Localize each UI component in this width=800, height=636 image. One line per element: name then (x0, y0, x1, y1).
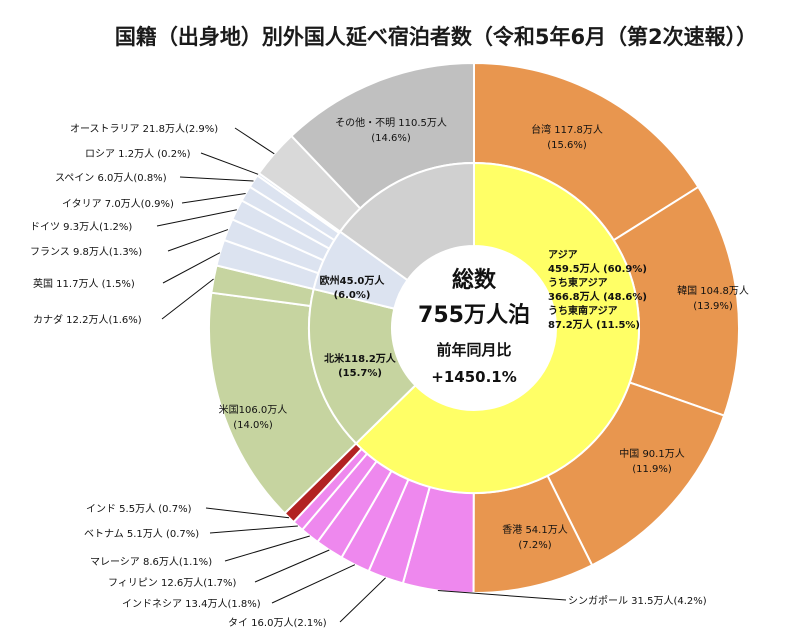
inner-label-その他不明: (14.6%) (371, 133, 411, 144)
chart-title: 国籍（出身地）別外国人延べ宿泊者数（令和5年6月（第2次速報）） (115, 25, 757, 49)
outer-label-韓国: (13.9%) (693, 301, 733, 312)
inner-label-北米: 北米118.2万人 (324, 352, 397, 365)
leader-line-ロシア (200, 152, 259, 175)
inner-ring (308, 161, 640, 494)
outer-label-中国: (11.9%) (632, 464, 672, 475)
leader-line-スペイン (179, 176, 254, 182)
outer-label-ドイツ: ドイツ 9.3万人(1.2%) (30, 221, 132, 233)
leader-line-インドネシア (271, 564, 356, 604)
outer-label-米国: 米国106.0万人 (219, 403, 288, 416)
outer-label-インドネシア: インドネシア 13.4万人(1.8%) (122, 598, 261, 610)
leader-line-マレーシア (224, 535, 310, 562)
inner-label-アジア: 87.2万人 (11.5%) (548, 318, 640, 331)
outer-label-マレーシア: マレーシア 8.6万人(1.1%) (90, 556, 212, 568)
inner-label-アジア: うち東南アジア (548, 304, 618, 317)
inner-label-その他不明: その他・不明 110.5万人 (335, 116, 447, 129)
outer-label-フィリピン: フィリピン 12.6万人(1.7%) (108, 577, 237, 589)
outer-label-英国: 英国 11.7万人 (1.5%) (33, 277, 135, 290)
outer-label-台湾: (15.6%) (547, 140, 587, 151)
leader-line-英国 (162, 252, 221, 284)
outer-label-ロシア: ロシア 1.2万人 (0.2%) (85, 148, 191, 160)
inner-label-アジア: 459.5万人 (60.9%) (548, 262, 647, 275)
leader-line-オーストラリア (234, 127, 275, 155)
outer-label-ベトナム: ベトナム 5.1万人 (0.7%) (84, 528, 199, 540)
center-label: 総数 (452, 267, 497, 293)
outer-label-タイ: タイ 16.0万人(2.1%) (228, 617, 327, 629)
leader-line-タイ (339, 577, 386, 623)
inner-label-欧州: 欧州45.0万人 (320, 274, 386, 287)
outer-label-シンガポール: シンガポール 31.5万人(4.2%) (568, 595, 707, 607)
center-hole (392, 246, 556, 410)
leader-line-インド (205, 507, 290, 519)
outer-label-台湾: 台湾 117.8万人 (531, 123, 603, 136)
outer-label-フランス: フランス 9.8万人(1.3%) (30, 246, 142, 258)
leader-line-ベトナム (209, 525, 298, 534)
inner-label-北米: (15.7%) (338, 368, 382, 379)
leader-line-シンガポール (437, 590, 567, 601)
center-yoy-value: +1450.1% (431, 368, 516, 386)
inner-label-欧州: (6.0%) (334, 290, 371, 301)
inner-label-アジア: 366.8万人 (48.6%) (548, 290, 647, 303)
outer-label-カナダ: カナダ 12.2万人(1.6%) (33, 313, 142, 326)
outer-label-インド: インド 5.5万人 (0.7%) (86, 503, 192, 515)
leader-line-カナダ (161, 278, 214, 320)
leader-line-ドイツ (156, 209, 237, 227)
outer-label-スペイン: スペイン 6.0万人(0.8%) (55, 172, 167, 184)
outer-label-イタリア: イタリア 7.0万人(0.9%) (62, 198, 174, 210)
inner-label-アジア: うち東アジア (548, 276, 608, 289)
center-yoy-label: 前年同月比 (436, 341, 511, 359)
outer-label-香港: (7.2%) (518, 540, 551, 551)
leader-line-イタリア (181, 193, 246, 204)
outer-label-韓国: 韓国 104.8万人 (677, 285, 749, 297)
inner-label-アジア: アジア (548, 249, 578, 261)
leader-line-フランス (167, 229, 229, 252)
outer-label-オーストラリア: オーストラリア 21.8万人(2.9%) (70, 123, 218, 135)
outer-label-中国: 中国 90.1万人 (619, 447, 684, 460)
center-total: 755万人泊 (418, 303, 530, 328)
outer-label-米国: (14.0%) (233, 420, 273, 431)
leader-line-フィリピン (254, 549, 330, 583)
outer-label-香港: 香港 54.1万人 (502, 524, 567, 536)
